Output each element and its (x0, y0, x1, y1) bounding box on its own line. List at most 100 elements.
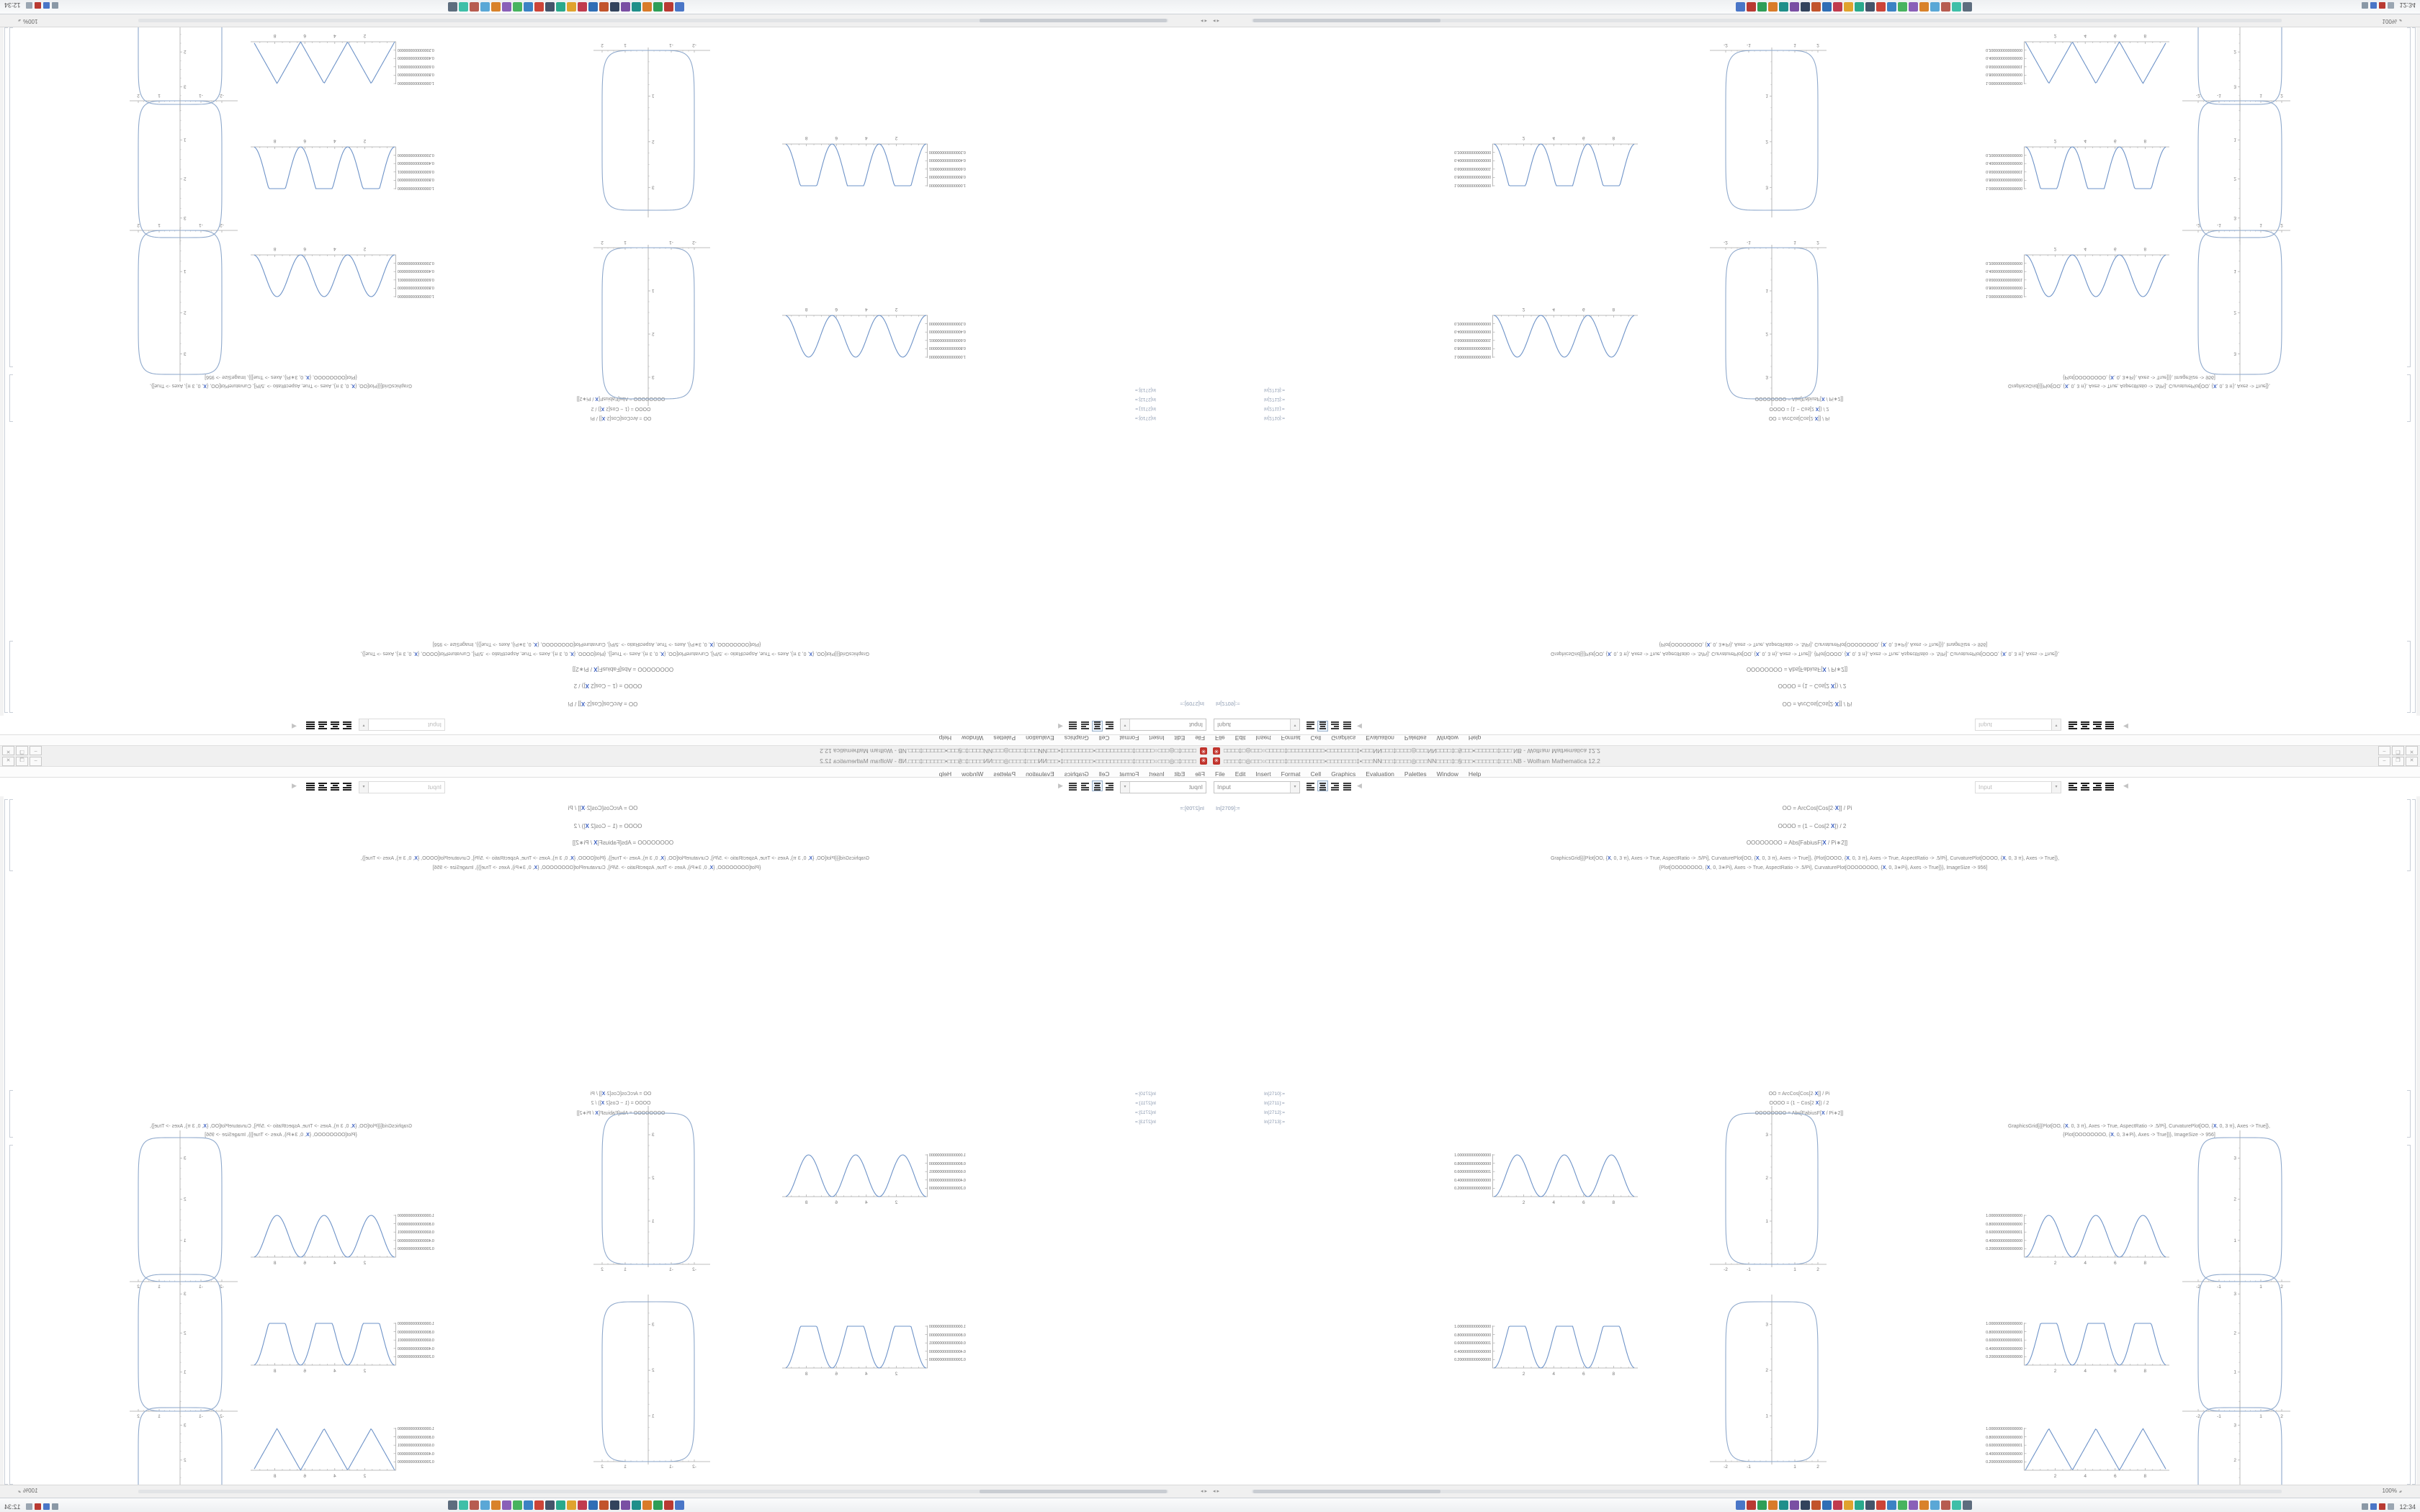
taskbar-app-icon[interactable] (1898, 2, 1907, 12)
tray-icon[interactable] (2388, 1, 2395, 9)
taskbar-app-icon[interactable] (470, 1500, 479, 1510)
zoom-stepper-icons[interactable]: ▴▾ (2398, 18, 2401, 22)
hscroll-arrows[interactable]: ◂▸ (1213, 18, 1222, 23)
hscroll-arrows[interactable]: ◂▸ (1213, 1489, 1222, 1494)
chevron-down-icon[interactable]: ▾ (1290, 719, 1299, 730)
notebook-area[interactable]: In[2709]:= OO = ArcCos[Cos[2·X]] / Pi OOOO… (1210, 27, 2420, 716)
taskbar-clock[interactable]: 12:34 (2399, 1503, 2416, 1511)
align-left-button[interactable] (1104, 780, 1115, 791)
menu-item-window[interactable]: Window (1436, 770, 1458, 778)
code-line[interactable]: OO = ArcCos[Cos[2·X]] / Pi (568, 701, 638, 707)
taskbar-app-icon[interactable] (1919, 1500, 1929, 1510)
taskbar-app-icon[interactable] (567, 1500, 576, 1510)
taskbar-app-icon[interactable] (1887, 1500, 1896, 1510)
cell-bracket[interactable] (2407, 1090, 2411, 1138)
zoom-stepper-icons[interactable]: ▴▾ (2398, 1490, 2402, 1494)
magnification-value[interactable]: 100% (23, 1488, 38, 1494)
taskbar-app-icon[interactable] (1747, 1500, 1756, 1510)
menu-item-format[interactable]: Format (1281, 770, 1301, 778)
zoom-stepper-icons[interactable]: ▴▾ (19, 1490, 22, 1494)
taskbar-app-icon[interactable] (1844, 1500, 1853, 1510)
code-line[interactable]: {Plot[OOOOOOOO, {X, 0, 3∗Pi}, Axes -> Tr… (1659, 865, 1988, 870)
notebook-area[interactable]: In[2709]:= OO = ArcCos[Cos[2·X]] / Pi OOOO… (0, 796, 1210, 1485)
taskbar-clock[interactable]: 12:34 (4, 1, 21, 9)
taskbar-app-icon[interactable] (1736, 1500, 1745, 1510)
taskbar-app-icon[interactable] (1865, 2, 1875, 12)
taskbar-app-icon[interactable] (599, 1500, 609, 1510)
window-titlebar[interactable]: ✳ □□□□‡□◎□□□○□□□□□‡□□□□□□□□□□•□□□□□□□□‡•… (1210, 756, 2420, 767)
chevron-down-icon[interactable]: ▾ (2051, 719, 2061, 730)
tray-icon[interactable] (2388, 1503, 2395, 1511)
notebook-area[interactable]: In[2709]:= OO = ArcCos[Cos[2·X]] / Pi OOOO… (0, 27, 1210, 716)
code-line[interactable]: OOOO = (1 − Cos[2 X]) / 2 (1778, 683, 1847, 689)
taskbar-app-icon[interactable] (1963, 1500, 1972, 1510)
cell-bracket[interactable] (9, 374, 13, 422)
tray-icon[interactable] (2379, 1503, 2386, 1511)
hscroll-thumb[interactable] (1253, 1490, 1440, 1493)
align-left-button[interactable] (1104, 721, 1115, 732)
taskbar-app-icon[interactable] (513, 2, 522, 12)
vertical-scrollbar[interactable] (0, 796, 4, 1485)
style-selector[interactable]: Input ▾ (1120, 719, 1206, 731)
desktop-taskbar[interactable]: 12:34 (0, 1498, 1210, 1512)
taskbar-app-icon[interactable] (588, 2, 598, 12)
tray-icon[interactable] (2362, 1, 2369, 9)
align-justify-button[interactable] (1342, 721, 1353, 732)
align-left-button[interactable] (342, 721, 353, 732)
restore-button[interactable]: ❐ (16, 746, 28, 755)
taskbar-app-icon[interactable] (1747, 2, 1756, 12)
chevron-down-icon[interactable]: ▾ (359, 782, 369, 793)
code-line[interactable]: OOOOOOOO = Abs[FabiusF[X / Pi∗2]] (572, 666, 674, 672)
cell-bracket[interactable] (2407, 27, 2411, 367)
align-right-button[interactable] (1330, 780, 1340, 791)
close-button[interactable]: ✕ (2406, 746, 2418, 755)
menu-item-cell[interactable]: Cell (1310, 770, 1322, 778)
chevron-down-icon[interactable]: ▾ (359, 719, 369, 730)
taskbar-app-icon[interactable] (491, 2, 501, 12)
zoom-stepper-icons[interactable]: ▴▾ (19, 18, 22, 22)
taskbar-app-icon[interactable] (1822, 2, 1832, 12)
align-justify-button[interactable] (305, 721, 316, 732)
menu-item-help[interactable]: Help (1468, 770, 1482, 778)
align-right-button[interactable] (1080, 780, 1090, 791)
taskbar-app-icon[interactable] (1790, 2, 1799, 12)
desktop-taskbar[interactable]: 12:34 (1210, 0, 2420, 14)
align-right-button[interactable] (2092, 721, 2102, 732)
taskbar-app-icon[interactable] (1941, 2, 1950, 12)
hscroll-track[interactable] (138, 1490, 1168, 1493)
taskbar-app-icon[interactable] (1736, 2, 1745, 12)
taskbar-app-icon[interactable] (1833, 1500, 1842, 1510)
tray-icon[interactable] (34, 1, 41, 9)
align-justify-button[interactable] (2104, 721, 2115, 732)
align-center-button[interactable] (2079, 780, 2090, 791)
tray-icon[interactable] (51, 1503, 58, 1511)
taskbar-app-icon[interactable] (1963, 2, 1972, 12)
code-line[interactable]: GraphicsGrid[{{Plot[OO, {X, 0, 3 π}, Axe… (2008, 1124, 2270, 1129)
back-triangle-icon[interactable]: ◀ (1058, 723, 1063, 730)
taskbar-app-icon[interactable] (675, 2, 684, 12)
cell-bracket[interactable] (9, 27, 13, 367)
hscroll-thumb[interactable] (1253, 19, 1440, 22)
tray-icon[interactable] (25, 1, 32, 9)
back-triangle-icon-2[interactable]: ◀ (2123, 782, 2128, 789)
align-right-button[interactable] (318, 780, 328, 791)
align-center-button[interactable] (330, 780, 341, 791)
code-line[interactable]: {Plot[OOOOOOOO, {X, 0, 3∗Pi}, Axes -> Tr… (2063, 1133, 2215, 1138)
taskbar-app-icon[interactable] (480, 1500, 490, 1510)
restore-button[interactable]: ❐ (2392, 757, 2404, 766)
taskbar-app-icon[interactable] (459, 2, 468, 12)
taskbar-app-icon[interactable] (448, 2, 457, 12)
taskbar-app-icon[interactable] (642, 2, 652, 12)
taskbar-app-icon[interactable] (1930, 1500, 1940, 1510)
code-line[interactable]: {Plot[OOOOOOOO, {X, 0, 3∗Pi}, Axes -> Tr… (1659, 642, 1988, 647)
style-selector[interactable]: Input ▾ (1214, 719, 1300, 731)
align-right-button[interactable] (1080, 721, 1090, 732)
taskbar-app-icon[interactable] (1855, 2, 1864, 12)
style-selector-2[interactable]: Input ▾ (359, 781, 445, 793)
taskbar-app-icon[interactable] (1790, 1500, 1799, 1510)
taskbar-app-icon[interactable] (1865, 1500, 1875, 1510)
taskbar-app-icon[interactable] (534, 1500, 544, 1510)
taskbar-clock[interactable]: 12:34 (2399, 1, 2416, 9)
align-center-button[interactable] (2079, 721, 2090, 732)
cell-bracket[interactable] (9, 641, 13, 713)
